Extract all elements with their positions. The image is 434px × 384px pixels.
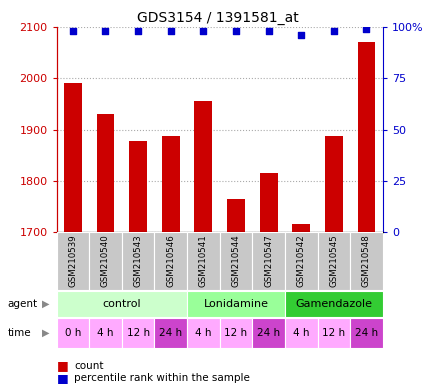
Bar <box>259 173 277 232</box>
Text: ▶: ▶ <box>42 299 49 309</box>
Text: GSM210543: GSM210543 <box>133 235 142 288</box>
Text: 12 h: 12 h <box>126 328 149 338</box>
Text: agent: agent <box>8 299 38 309</box>
Text: GSM210544: GSM210544 <box>231 235 240 288</box>
Bar <box>161 136 179 232</box>
Text: GSM210539: GSM210539 <box>68 235 77 288</box>
Bar <box>194 101 212 232</box>
Text: GSM210547: GSM210547 <box>263 235 273 288</box>
Text: 12 h: 12 h <box>224 328 247 338</box>
Text: 0 h: 0 h <box>65 328 81 338</box>
Point <box>265 28 272 34</box>
Bar <box>324 136 342 232</box>
Point <box>102 28 108 34</box>
Bar <box>357 42 375 232</box>
Bar <box>89 318 122 348</box>
Text: ▶: ▶ <box>42 328 49 338</box>
Bar <box>292 223 309 232</box>
Bar <box>187 291 284 317</box>
Point <box>69 28 76 34</box>
Bar <box>284 318 317 348</box>
Bar <box>64 83 82 232</box>
Text: GSM210542: GSM210542 <box>296 235 305 288</box>
Text: Lonidamine: Lonidamine <box>203 299 268 309</box>
Point <box>199 28 207 34</box>
Text: percentile rank within the sample: percentile rank within the sample <box>74 373 249 383</box>
Bar <box>96 114 114 232</box>
Bar <box>252 232 284 290</box>
Bar <box>122 232 154 290</box>
Text: 24 h: 24 h <box>354 328 377 338</box>
Text: ■: ■ <box>56 372 68 384</box>
Bar <box>227 199 244 232</box>
Bar <box>56 291 187 317</box>
Bar <box>317 232 349 290</box>
Text: 4 h: 4 h <box>293 328 309 338</box>
Bar <box>284 291 382 317</box>
Text: time: time <box>8 328 31 338</box>
Text: ■: ■ <box>56 359 68 372</box>
Bar <box>122 318 154 348</box>
Bar <box>349 318 382 348</box>
Point <box>135 28 141 34</box>
Bar <box>129 141 147 232</box>
Text: GSM210540: GSM210540 <box>101 235 110 288</box>
Text: 12 h: 12 h <box>322 328 345 338</box>
Point <box>362 26 369 32</box>
Text: 4 h: 4 h <box>97 328 113 338</box>
Bar <box>219 318 252 348</box>
Point <box>330 28 337 34</box>
Bar <box>284 232 317 290</box>
Bar <box>154 318 187 348</box>
Bar <box>349 232 382 290</box>
Point <box>232 28 239 34</box>
Text: 24 h: 24 h <box>256 328 279 338</box>
Bar <box>187 232 219 290</box>
Text: 4 h: 4 h <box>195 328 211 338</box>
Bar <box>89 232 122 290</box>
Bar <box>317 318 349 348</box>
Text: GSM210548: GSM210548 <box>361 235 370 288</box>
Bar <box>154 232 187 290</box>
Text: control: control <box>102 299 141 309</box>
Text: GDS3154 / 1391581_at: GDS3154 / 1391581_at <box>136 11 298 25</box>
Text: Gamendazole: Gamendazole <box>295 299 372 309</box>
Text: GSM210545: GSM210545 <box>329 235 338 288</box>
Point <box>297 32 304 38</box>
Bar <box>56 318 89 348</box>
Point <box>167 28 174 34</box>
Bar <box>187 318 219 348</box>
Bar <box>252 318 284 348</box>
Text: 24 h: 24 h <box>159 328 182 338</box>
Bar <box>219 232 252 290</box>
Text: GSM210546: GSM210546 <box>166 235 175 288</box>
Text: GSM210541: GSM210541 <box>198 235 207 288</box>
Text: count: count <box>74 361 103 371</box>
Bar <box>56 232 89 290</box>
